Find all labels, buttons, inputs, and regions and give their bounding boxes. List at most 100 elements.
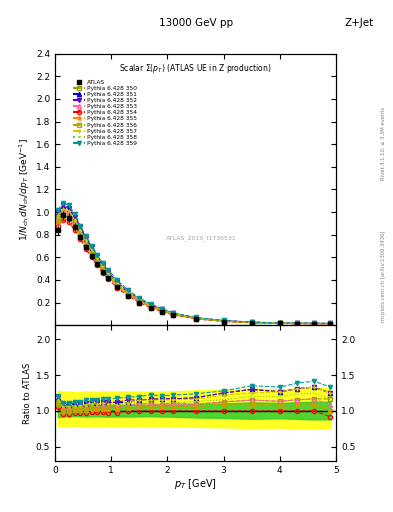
Pythia 6.428 358 (84, 239, 88, 245)
Pythia 6.428 352 (84, 235, 88, 241)
Pythia 6.428 356 (294, 321, 299, 327)
Pythia 6.428 351 (277, 320, 282, 326)
Pythia 6.428 359 (221, 317, 226, 324)
Pythia 6.428 350 (294, 321, 299, 327)
Text: Rivet 3.1.10, ≥ 3.3M events: Rivet 3.1.10, ≥ 3.3M events (381, 106, 386, 180)
Pythia 6.428 352 (171, 310, 175, 316)
Pythia 6.428 353 (89, 248, 94, 254)
Line: Pythia 6.428 359: Pythia 6.428 359 (56, 201, 332, 326)
Pythia 6.428 357 (72, 217, 77, 223)
Line: Pythia 6.428 353: Pythia 6.428 353 (56, 209, 332, 326)
Pythia 6.428 354 (78, 236, 83, 242)
Pythia 6.428 350 (221, 318, 226, 324)
Pythia 6.428 355 (95, 260, 99, 266)
Pythia 6.428 355 (89, 252, 94, 258)
Pythia 6.428 352 (61, 202, 66, 208)
Text: 13000 GeV pp: 13000 GeV pp (160, 18, 233, 28)
Pythia 6.428 354 (89, 254, 94, 260)
Line: Pythia 6.428 352: Pythia 6.428 352 (56, 203, 332, 326)
Pythia 6.428 351 (148, 302, 153, 308)
Pythia 6.428 352 (67, 204, 72, 210)
Pythia 6.428 356 (277, 320, 282, 326)
Pythia 6.428 350 (95, 258, 99, 264)
Legend: ATLAS, Pythia 6.428 350, Pythia 6.428 351, Pythia 6.428 352, Pythia 6.428 353, P: ATLAS, Pythia 6.428 350, Pythia 6.428 35… (72, 78, 138, 147)
Pythia 6.428 359 (328, 320, 333, 326)
Pythia 6.428 358 (221, 318, 226, 324)
Pythia 6.428 353 (67, 210, 72, 216)
Pythia 6.428 353 (250, 319, 254, 326)
Pythia 6.428 355 (294, 321, 299, 327)
Pythia 6.428 355 (67, 216, 72, 222)
Pythia 6.428 358 (328, 321, 333, 327)
Pythia 6.428 353 (84, 240, 88, 246)
Line: Pythia 6.428 356: Pythia 6.428 356 (56, 214, 332, 326)
Pythia 6.428 353 (148, 303, 153, 309)
Pythia 6.428 350 (106, 272, 111, 279)
Pythia 6.428 356 (171, 311, 175, 317)
Pythia 6.428 358 (89, 247, 94, 253)
Pythia 6.428 352 (126, 288, 130, 294)
Pythia 6.428 353 (55, 215, 60, 221)
Pythia 6.428 352 (137, 296, 142, 302)
Pythia 6.428 350 (101, 266, 105, 272)
Pythia 6.428 356 (61, 212, 66, 219)
Pythia 6.428 356 (89, 251, 94, 257)
Pythia 6.428 354 (137, 300, 142, 306)
Pythia 6.428 359 (160, 306, 164, 312)
Pythia 6.428 354 (55, 223, 60, 229)
Pythia 6.428 350 (114, 282, 119, 288)
Pythia 6.428 353 (328, 321, 333, 327)
Pythia 6.428 351 (294, 320, 299, 326)
Pythia 6.428 351 (328, 321, 333, 327)
Text: ATLAS_2019_I1736531: ATLAS_2019_I1736531 (166, 236, 237, 241)
Pythia 6.428 357 (160, 307, 164, 313)
Pythia 6.428 351 (193, 315, 198, 321)
Pythia 6.428 356 (55, 218, 60, 224)
Pythia 6.428 352 (277, 320, 282, 326)
Pythia 6.428 355 (106, 273, 111, 280)
Pythia 6.428 359 (148, 301, 153, 307)
Pythia 6.428 356 (126, 291, 130, 297)
Pythia 6.428 359 (106, 267, 111, 273)
Pythia 6.428 354 (61, 217, 66, 223)
Line: Pythia 6.428 351: Pythia 6.428 351 (56, 204, 332, 326)
Pythia 6.428 351 (250, 319, 254, 325)
Pythia 6.428 356 (106, 273, 111, 280)
Pythia 6.428 350 (84, 240, 88, 246)
Pythia 6.428 355 (250, 319, 254, 326)
Line: Pythia 6.428 354: Pythia 6.428 354 (56, 218, 332, 326)
Pythia 6.428 350 (126, 290, 130, 296)
Pythia 6.428 359 (78, 223, 83, 229)
Pythia 6.428 356 (114, 283, 119, 289)
Pythia 6.428 354 (311, 321, 316, 327)
Pythia 6.428 359 (126, 287, 130, 293)
Pythia 6.428 358 (61, 207, 66, 213)
Pythia 6.428 357 (328, 321, 333, 327)
Pythia 6.428 350 (137, 297, 142, 303)
Pythia 6.428 350 (171, 311, 175, 317)
Pythia 6.428 358 (78, 228, 83, 234)
Pythia 6.428 351 (67, 206, 72, 212)
Pythia 6.428 359 (101, 260, 105, 266)
Pythia 6.428 350 (89, 248, 94, 254)
Pythia 6.428 350 (328, 321, 333, 327)
Pythia 6.428 354 (95, 262, 99, 268)
Pythia 6.428 352 (148, 302, 153, 308)
Pythia 6.428 354 (294, 321, 299, 327)
Pythia 6.428 351 (72, 215, 77, 221)
Pythia 6.428 357 (193, 315, 198, 321)
Pythia 6.428 356 (311, 321, 316, 327)
Pythia 6.428 351 (84, 236, 88, 242)
Pythia 6.428 352 (72, 214, 77, 220)
Pythia 6.428 358 (55, 214, 60, 220)
Pythia 6.428 352 (294, 320, 299, 326)
Pythia 6.428 355 (277, 320, 282, 326)
Pythia 6.428 353 (114, 282, 119, 288)
Pythia 6.428 352 (89, 244, 94, 250)
Pythia 6.428 354 (221, 318, 226, 325)
Pythia 6.428 350 (277, 320, 282, 326)
Pythia 6.428 358 (160, 307, 164, 313)
Pythia 6.428 351 (126, 289, 130, 295)
Pythia 6.428 354 (106, 275, 111, 282)
Pythia 6.428 359 (95, 252, 99, 258)
